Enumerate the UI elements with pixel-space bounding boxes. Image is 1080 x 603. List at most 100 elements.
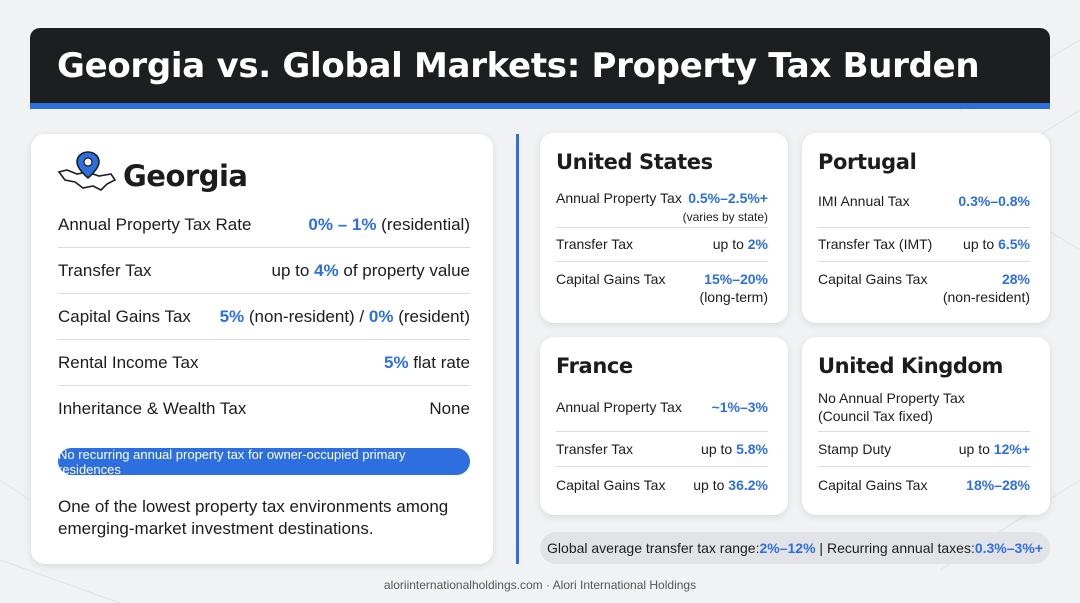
- transfer-tax-row: Transfer Tax up to 2%: [556, 235, 768, 253]
- row-note: (Council Tax fixed): [818, 408, 933, 424]
- summary-separator: |: [815, 540, 827, 556]
- row-label: Annual Property Tax: [556, 190, 682, 206]
- row-divider: [556, 261, 768, 262]
- row-note: (non-resident): [942, 289, 1030, 305]
- row-label: Capital Gains Tax: [58, 306, 191, 326]
- value-highlight: 5%: [384, 352, 409, 372]
- summary-label: Recurring annual taxes:: [826, 540, 975, 556]
- card-title: Portugal: [818, 150, 917, 174]
- value-text: (resident): [393, 306, 470, 326]
- card-title: United Kingdom: [818, 354, 1004, 378]
- row-value: 2%: [747, 236, 768, 252]
- capital-gains-tax-row: Capital Gains Tax 15%–20% (long-term): [556, 270, 768, 306]
- georgia-tax-row: Transfer Tax up to 4% of property value: [58, 248, 470, 294]
- card-title: France: [556, 354, 633, 378]
- row-divider: [556, 466, 768, 467]
- row-label: Transfer Tax: [556, 236, 634, 252]
- row-value: 36.2%: [728, 477, 768, 493]
- row-label: Stamp Duty: [818, 441, 892, 457]
- france-card: France Annual Property Tax ~1%–3% Transf…: [540, 337, 788, 515]
- value-text: up to: [271, 260, 315, 280]
- row-label: Inheritance & Wealth Tax: [58, 399, 247, 418]
- stamp-duty-row: Stamp Duty up to 12%+: [818, 440, 1030, 458]
- annual-property-tax-row: Annual Property Tax 0.5%–2.5%+ (varies b…: [556, 189, 768, 225]
- page-header: Georgia vs. Global Markets: Property Tax…: [30, 28, 1050, 109]
- vertical-divider: [516, 134, 519, 564]
- row-label: Capital Gains Tax: [556, 477, 666, 493]
- value-text: flat rate: [408, 352, 470, 372]
- row-value: 0.5%–2.5%+: [688, 190, 768, 206]
- value-text: (non-resident) /: [244, 306, 369, 326]
- card-title: United States: [556, 150, 713, 174]
- row-prefix: up to: [693, 477, 729, 493]
- row-value: 6.5%: [998, 236, 1030, 252]
- row-divider: [818, 261, 1030, 262]
- row-divider: [556, 227, 768, 228]
- annual-property-tax-row: No Annual Property Tax (Council Tax fixe…: [818, 389, 1030, 425]
- row-label: Transfer Tax: [58, 260, 152, 280]
- row-value: 18%–28%: [966, 477, 1030, 493]
- value-text: (residential): [376, 214, 470, 234]
- row-value: 15%–20%: [704, 271, 768, 287]
- row-divider: [818, 431, 1030, 432]
- row-value: up to 4% of property value: [272, 261, 470, 281]
- row-label: IMI Annual Tax: [818, 193, 910, 209]
- row-value: 0% – 1% (residential): [308, 215, 470, 235]
- row-label: Capital Gains Tax: [818, 477, 928, 493]
- capital-gains-tax-row: Capital Gains Tax up to 36.2%: [556, 476, 768, 494]
- row-value: 5% (non-resident) / 0% (resident): [220, 307, 470, 327]
- imi-annual-tax-row: IMI Annual Tax 0.3%–0.8%: [818, 192, 1030, 210]
- capital-gains-tax-row: Capital Gains Tax 18%–28%: [818, 476, 1030, 494]
- row-value: 0.3%–0.8%: [958, 193, 1030, 209]
- footer: aloriinternationalholdings.com · Alori I…: [0, 578, 1080, 592]
- georgia-note: One of the lowest property tax environme…: [58, 497, 449, 538]
- row-value: 5.8%: [736, 441, 768, 457]
- footer-site: aloriinternationalholdings.com: [383, 578, 543, 592]
- row-divider: [818, 466, 1030, 467]
- georgia-tax-row: Annual Property Tax Rate 0% – 1% (residen…: [58, 202, 470, 248]
- row-label: Transfer Tax: [556, 441, 634, 457]
- georgia-card: Georgia Annual Property Tax Rate 0% – 1% …: [31, 134, 493, 564]
- georgia-highlight-pill: No recurring annual property tax for own…: [58, 447, 470, 477]
- portugal-card: Portugal IMI Annual Tax 0.3%–0.8% Transf…: [802, 133, 1050, 323]
- united-states-card: United States Annual Property Tax 0.5%–2…: [540, 133, 788, 323]
- row-label: Transfer Tax (IMT): [818, 236, 933, 252]
- value-highlight: 5%: [219, 306, 245, 326]
- footer-separator: ·: [542, 578, 553, 592]
- row-prefix: up to: [958, 441, 994, 457]
- row-value: None: [429, 399, 470, 419]
- row-value: 12%+: [993, 441, 1030, 457]
- row-value: 5% flat rate: [384, 353, 470, 373]
- row-label: No Annual Property Tax: [818, 390, 965, 406]
- summary-value: 2%–12%: [759, 540, 816, 556]
- georgia-tax-row: Inheritance & Wealth Tax None: [58, 386, 470, 432]
- georgia-title: Georgia: [123, 159, 248, 193]
- row-label: Annual Property Tax: [556, 399, 682, 415]
- transfer-tax-row: Transfer Tax (IMT) up to 6.5%: [818, 235, 1030, 253]
- united-kingdom-card: United Kingdom No Annual Property Tax (C…: [802, 337, 1050, 515]
- row-note: (varies by state): [682, 210, 768, 224]
- value-text: of property value: [338, 260, 470, 280]
- georgia-map-pin-icon: [57, 151, 117, 191]
- value-highlight: 0% – 1%: [308, 214, 377, 234]
- row-divider: [818, 227, 1030, 228]
- page-title: Georgia vs. Global Markets: Property Tax…: [57, 46, 980, 86]
- row-label: Annual Property Tax Rate: [58, 214, 252, 234]
- value-highlight: 0%: [368, 306, 394, 326]
- row-value: ~1%–3%: [711, 399, 768, 415]
- row-prefix: up to: [712, 236, 748, 252]
- row-value: 28%: [1001, 271, 1030, 287]
- capital-gains-tax-row: Capital Gains Tax 28% (non-resident): [818, 270, 1030, 306]
- annual-property-tax-row: Annual Property Tax ~1%–3%: [556, 398, 768, 416]
- row-label: Capital Gains Tax: [556, 271, 666, 287]
- summary-value: 0.3%–3%+: [974, 540, 1043, 556]
- row-label: Capital Gains Tax: [818, 271, 928, 287]
- transfer-tax-row: Transfer Tax up to 5.8%: [556, 440, 768, 458]
- georgia-tax-row: Rental Income Tax 5% flat rate: [58, 340, 470, 386]
- row-prefix: up to: [963, 236, 999, 252]
- georgia-tax-row: Capital Gains Tax 5% (non-resident) / 0% …: [58, 294, 470, 340]
- row-divider: [556, 431, 768, 432]
- value-highlight: 4%: [314, 260, 339, 280]
- row-note: (long-term): [699, 289, 768, 305]
- global-summary-pill: Global average transfer tax range: 2%–12…: [540, 532, 1050, 564]
